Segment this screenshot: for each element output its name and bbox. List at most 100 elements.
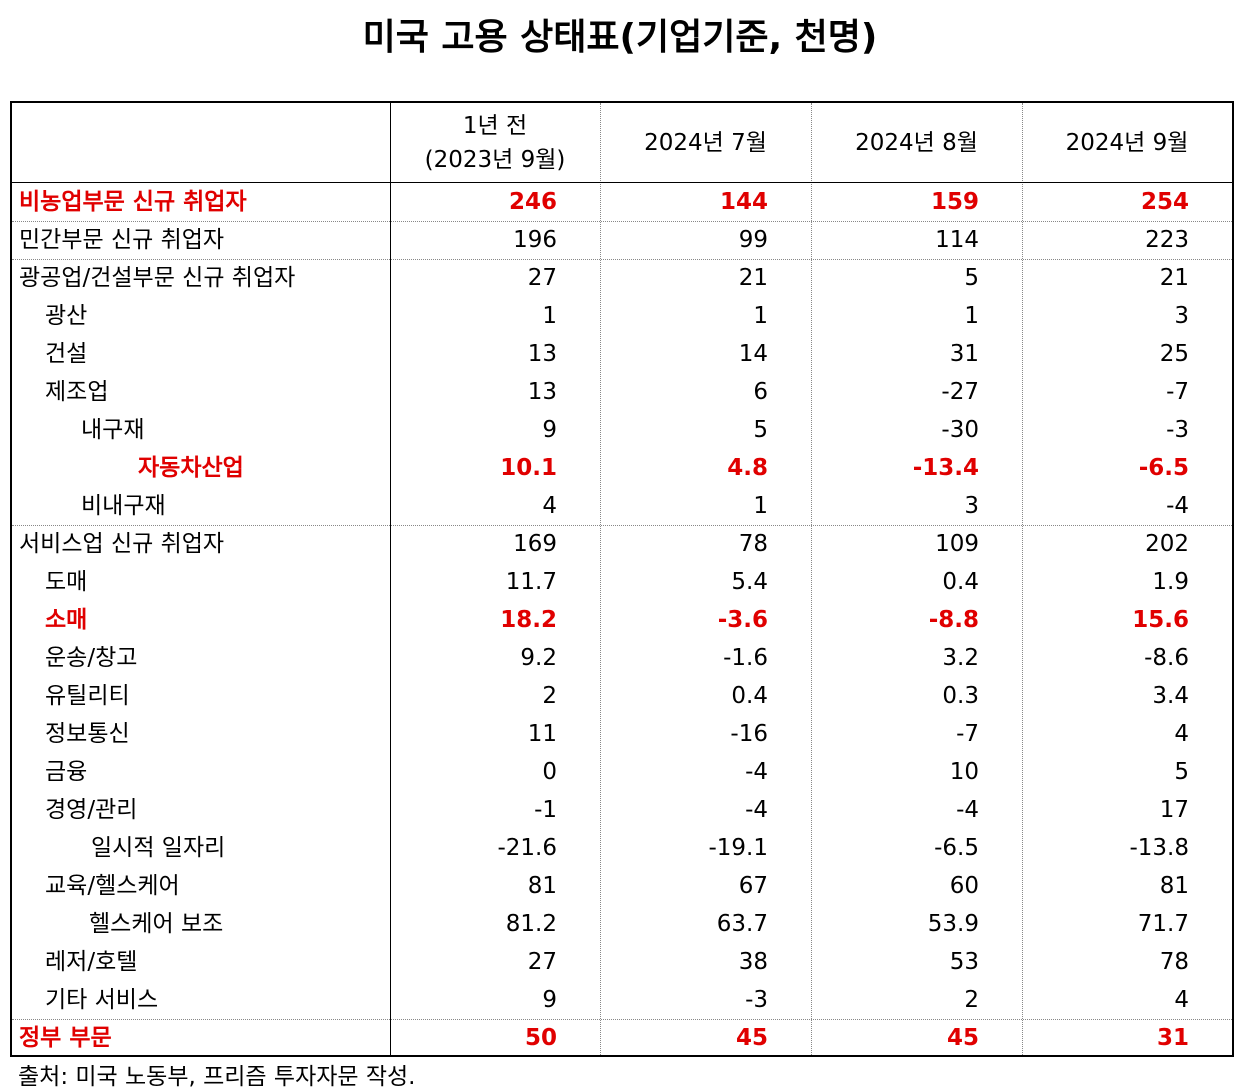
row-label: 기타 서비스 [45,987,159,1013]
table-row: 서비스업 신규 취업자 169 78 109 202 [12,525,1232,563]
cell-value: -30 [941,417,979,443]
cell-value: -1.6 [723,645,768,671]
cell-value: -6.5 [934,835,979,861]
row-label: 일시적 일자리 [91,835,226,861]
cell-value: 71.7 [1137,911,1189,937]
table-row: 건설 13 14 31 25 [12,335,1232,373]
row-label: 민간부문 신규 취업자 [19,227,225,253]
cell-value: -4 [745,797,768,823]
cell-value: 99 [738,227,768,253]
cell-value: 4 [542,493,557,519]
row-label: 광공업/건설부문 신규 취업자 [19,265,296,291]
table-row: 광공업/건설부문 신규 취업자 27 21 5 21 [12,259,1232,297]
cell-value: 254 [1140,189,1189,215]
table-row: 비농업부문 신규 취업자 246 144 159 254 [12,183,1232,221]
row-divider [12,259,1232,260]
cell-value: 246 [508,189,557,215]
cell-value: 3.4 [1152,683,1189,709]
cell-value: -16 [730,721,768,747]
cell-value: 202 [1145,531,1189,557]
cell-value: -6.5 [1138,455,1189,481]
cell-value: -1 [534,797,557,823]
column-header: 2024년 9월 [1022,103,1232,182]
cell-value: -8.8 [928,607,979,633]
column-divider [390,103,391,1055]
cell-value: -7 [956,721,979,747]
column-header: 2024년 8월 [811,103,1022,182]
row-divider [12,1019,1232,1020]
row-label: 경영/관리 [45,797,138,823]
cell-value: 60 [949,873,979,899]
cell-value: -3.6 [717,607,768,633]
cell-value: 223 [1145,227,1189,253]
cell-value: 1 [964,303,979,329]
cell-value: 169 [513,531,557,557]
row-label: 운송/창고 [45,645,138,671]
cell-value: 2 [542,683,557,709]
cell-value: 13 [527,379,557,405]
cell-value: 1 [753,493,768,519]
column-divider [1022,103,1023,1055]
row-label: 정보통신 [45,721,130,747]
header-line: 2024년 7월 [644,129,767,156]
row-label: 제조업 [45,379,109,405]
cell-value: 38 [738,949,768,975]
cell-value: 45 [735,1025,768,1051]
cell-value: -3 [1166,417,1189,443]
cell-value: 45 [946,1025,979,1051]
row-label: 정부 부문 [19,1025,112,1051]
cell-value: 5 [1174,759,1189,785]
cell-value: 81 [1159,873,1189,899]
row-label: 도매 [45,569,88,595]
cell-value: -7 [1166,379,1189,405]
cell-value: 15.6 [1132,607,1189,633]
row-divider [12,221,1232,222]
table-row: 일시적 일자리 -21.6 -19.1 -6.5 -13.8 [12,829,1232,867]
cell-value: 159 [930,189,979,215]
cell-value: 81 [527,873,557,899]
cell-value: 3 [964,493,979,519]
table-row: 비내구재 4 1 3 -4 [12,487,1232,525]
cell-value: -13.4 [912,455,979,481]
column-divider [811,103,812,1055]
column-divider [600,103,601,1055]
cell-value: 4 [1174,987,1189,1013]
row-label: 교육/헬스케어 [45,873,180,899]
row-label: 금융 [45,759,88,785]
cell-value: 27 [527,265,557,291]
cell-value: 78 [738,531,768,557]
table-row: 금융 0 -4 10 5 [12,753,1232,791]
table: 1년 전 (2023년 9월) 2024년 7월 2024년 8월 2024년 9월 비농… [10,101,1234,1057]
cell-value: -8.6 [1144,645,1189,671]
cell-value: 78 [1159,949,1189,975]
cell-value: 0.3 [942,683,979,709]
cell-value: 2 [964,987,979,1013]
cell-value: 11.7 [505,569,557,595]
column-header: 1년 전 (2023년 9월) [390,103,600,182]
cell-value: 18.2 [500,607,557,633]
header-line: (2023년 9월) [424,146,566,173]
row-label: 소매 [45,607,88,633]
cell-value: 25 [1159,341,1189,367]
cell-value: -13.8 [1129,835,1189,861]
row-label: 헬스케어 보조 [89,911,224,937]
cell-value: 10.1 [500,455,557,481]
cell-value: -4 [745,759,768,785]
cell-value: 9 [542,987,557,1013]
table-row: 유틸리티 2 0.4 0.3 3.4 [12,677,1232,715]
row-label: 서비스업 신규 취업자 [19,531,225,557]
cell-value: 144 [719,189,768,215]
table-row: 광산 1 1 1 3 [12,297,1232,335]
cell-value: 21 [738,265,768,291]
table-row: 레저/호텔 27 38 53 78 [12,943,1232,981]
table-row: 자동차산업 10.1 4.8 -13.4 -6.5 [12,449,1232,487]
row-divider [12,525,1232,526]
cell-value: 53 [949,949,979,975]
header-divider [12,182,1232,183]
table-row: 헬스케어 보조 81.2 63.7 53.9 71.7 [12,905,1232,943]
cell-value: 9 [542,417,557,443]
cell-value: -19.1 [708,835,768,861]
cell-value: 3.2 [942,645,979,671]
cell-value: 31 [1156,1025,1189,1051]
cell-value: 1 [542,303,557,329]
